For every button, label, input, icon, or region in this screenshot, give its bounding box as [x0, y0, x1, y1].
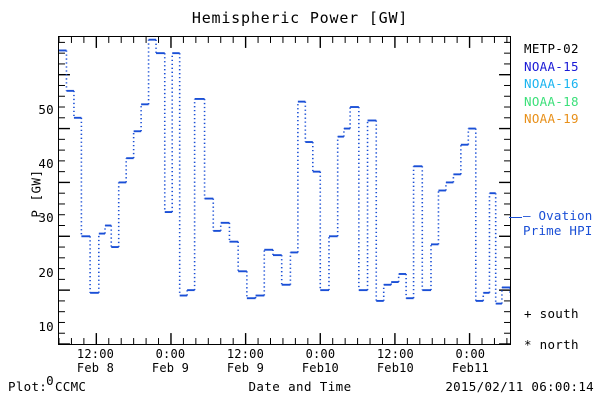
x-axis-label: Date and Time: [248, 379, 352, 394]
y-axis: P [GW] 0 10 20 30 40 50: [0, 36, 54, 388]
x-tick-date: Feb10: [376, 360, 414, 375]
ovation-legend-line1: — Ovation: [523, 208, 593, 223]
legend-item-noaa-19: NOAA-19: [524, 111, 579, 126]
y-tick-label: 30: [38, 210, 54, 226]
x-tick-time: 0:00: [305, 347, 336, 361]
y-tick-label: 0: [46, 373, 54, 388]
x-tick-time: 0:00: [155, 347, 186, 361]
y-tick-label: 40: [38, 156, 54, 172]
x-tick-label: 0:00 Feb10: [281, 347, 359, 375]
y-tick-label: 20: [38, 264, 54, 280]
x-tick-date: Feb10: [301, 360, 339, 375]
satellite-legend: METP-02 NOAA-15 NOAA-16 NOAA-18 NOAA-19: [524, 40, 600, 128]
x-tick-date: Feb 9: [151, 360, 190, 375]
x-tick-label: 12:00 Feb 9: [206, 347, 284, 375]
y-tick-label: 10: [38, 318, 54, 334]
x-tick-time: 12:00: [376, 347, 414, 361]
x-axis-tick-labels: 12:00 Feb 8 0:00 Feb 9 12:00 Feb 9 0:00 Feb10 12…: [56, 347, 511, 382]
plot-area: [58, 36, 511, 345]
y-tick-label: 50: [38, 101, 54, 117]
chart-title: Hemispheric Power [GW]: [191, 9, 409, 27]
ovation-legend-text: — Ovation Prime HPI: [523, 208, 600, 238]
x-tick-time: 12:00: [226, 347, 264, 361]
legend-marker-south: + south: [524, 306, 579, 321]
x-tick-time: 12:00: [76, 347, 115, 361]
x-tick-date: Feb 8: [76, 360, 115, 375]
x-tick-label: 0:00 Feb 9: [131, 347, 209, 375]
legend-item-noaa-18: NOAA-18: [524, 93, 579, 109]
x-tick-date: Feb 9: [226, 360, 264, 375]
ovation-legend-line2: Prime HPI: [523, 222, 593, 238]
legend-item-noaa-16: NOAA-16: [524, 76, 579, 91]
y-axis-label: P [GW]: [28, 169, 44, 218]
marker-legend: + south * north: [524, 298, 600, 360]
x-tick-time: 0:00: [455, 347, 486, 361]
ovation-line-swatch: [509, 217, 522, 218]
x-tick-label: 12:00 Feb10: [356, 347, 434, 375]
ovation-legend: — Ovation Prime HPI: [509, 208, 600, 238]
x-tick-label: 0:00 Feb11: [431, 347, 509, 375]
x-tick-date: Feb11: [451, 360, 489, 375]
x-tick-label: 12:00 Feb 8: [56, 347, 134, 375]
legend-item-noaa-15: NOAA-15: [524, 58, 579, 74]
legend-marker-north: * north: [524, 337, 579, 352]
plot-source-label: Plot: CCMC: [8, 379, 87, 394]
legend-item-metp-02: METP-02: [524, 41, 579, 56]
data-plot: [59, 37, 510, 344]
plot-timestamp: 2015/02/11 06:00:14: [445, 379, 594, 394]
